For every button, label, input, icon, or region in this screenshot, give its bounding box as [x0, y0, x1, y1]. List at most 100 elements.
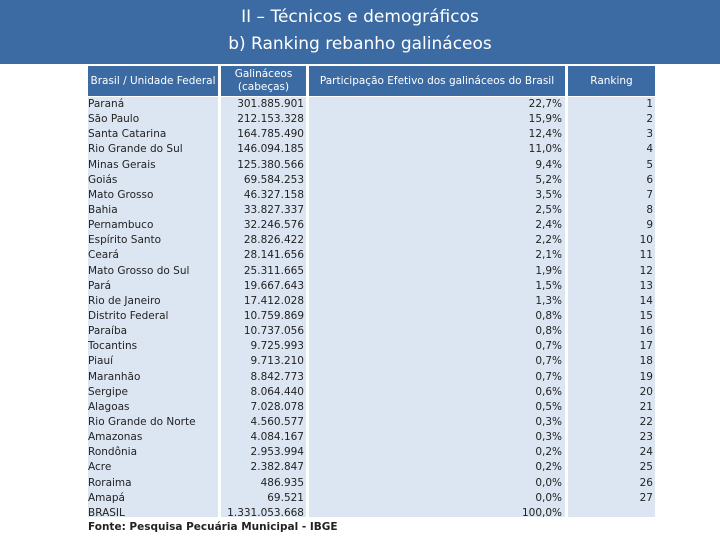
table-row: Minas Gerais 125.380.566 9,4% 5	[0, 158, 720, 173]
cell-rank: 14	[639, 294, 653, 307]
cell-unit: Amapá	[88, 491, 125, 504]
cell-share: 0,8%	[535, 325, 562, 338]
cell-unit: Minas Gerais	[88, 158, 156, 171]
cell-share: 15,9%	[528, 113, 562, 126]
cell-rank: 2	[646, 113, 653, 126]
cell-unit: BRASIL	[88, 506, 125, 519]
table-row: Roraima 486.935 0,0% 26	[0, 476, 720, 491]
cell-share: 0,3%	[535, 431, 562, 444]
cell-share: 1,5%	[535, 279, 562, 292]
cell-rank: 1	[646, 98, 653, 110]
table-row: Piauí 9.713.210 0,7% 18	[0, 354, 720, 369]
table-row: Bahia 33.827.337 2,5% 8	[0, 203, 720, 218]
cell-unit: Acre	[88, 461, 112, 474]
table-row: Goiás 69.584.253 5,2% 6	[0, 173, 720, 188]
cell-count: 2.382.847	[250, 461, 304, 474]
cell-count: 33.827.337	[243, 203, 304, 216]
cell-count: 212.153.328	[237, 113, 304, 126]
header-share: Participação Efetivo dos galináceos do B…	[309, 66, 565, 96]
column-count-bg	[221, 97, 306, 517]
cell-share: 2,2%	[535, 234, 562, 247]
cell-unit: Amazonas	[88, 431, 143, 444]
table-row: Rio Grande do Norte 4.560.577 0,3% 22	[0, 415, 720, 430]
cell-rank: 20	[639, 385, 653, 398]
title-banner	[0, 0, 720, 64]
cell-count: 46.327.158	[243, 188, 304, 201]
table-body: Paraná 301.885.901 22,7% 1 São Paulo 212.153.…	[0, 97, 720, 521]
cell-rank: 22	[639, 415, 653, 428]
header-count: Galináceos (cabeças)	[221, 66, 306, 96]
header-rank: Ranking	[568, 66, 655, 96]
cell-rank: 19	[639, 370, 653, 383]
header-count-line2: (cabeças)	[237, 81, 290, 93]
cell-count: 8.842.773	[250, 370, 304, 383]
column-share-bg	[309, 97, 565, 517]
table-row: Pará 19.667.643 1,5% 13	[0, 279, 720, 294]
table-row: BRASIL 1.331.053.668 100,0%	[0, 506, 720, 521]
cell-unit: Roraima	[88, 476, 132, 489]
cell-rank: 21	[639, 400, 653, 413]
cell-unit: São Paulo	[88, 113, 140, 126]
cell-rank: 17	[639, 340, 653, 353]
cell-unit: Tocantins	[88, 340, 138, 353]
cell-unit: Sergipe	[88, 385, 128, 398]
cell-unit: Mato Grosso	[88, 188, 154, 201]
column-unit-bg	[88, 97, 218, 517]
cell-rank: 15	[639, 309, 653, 322]
table-row: Maranhão 8.842.773 0,7% 19	[0, 370, 720, 385]
cell-rank: 12	[639, 264, 653, 277]
table-row: Amazonas 4.084.167 0,3% 23	[0, 430, 720, 445]
table-row: Sergipe 8.064.440 0,6% 20	[0, 385, 720, 400]
header-unit: Brasil / Unidade Federal	[88, 66, 218, 96]
cell-unit: Rondônia	[88, 446, 137, 459]
page-title: II – Técnicos e demográficos	[241, 7, 479, 27]
cell-share: 9,4%	[535, 158, 562, 171]
cell-count: 164.785.490	[237, 128, 304, 141]
table-row: Espírito Santo 28.826.422 2,2% 10	[0, 233, 720, 248]
cell-unit: Distrito Federal	[88, 309, 169, 322]
cell-count: 125.380.566	[237, 158, 304, 171]
table-row: Mato Grosso do Sul 25.311.665 1,9% 12	[0, 264, 720, 279]
cell-share: 2,5%	[535, 203, 562, 216]
cell-rank: 18	[639, 355, 653, 368]
cell-count: 19.667.643	[243, 279, 304, 292]
source-note: Fonte: Pesquisa Pecuária Municipal - IBG…	[88, 521, 338, 533]
cell-rank: 23	[639, 431, 653, 444]
cell-count: 9.725.993	[250, 340, 304, 353]
cell-count: 69.584.253	[243, 173, 304, 186]
table-row: São Paulo 212.153.328 15,9% 2	[0, 112, 720, 127]
table-row: Paraná 301.885.901 22,7% 1	[0, 97, 720, 112]
column-rank-bg	[568, 97, 655, 517]
header-count-line1: Galináceos	[234, 68, 293, 80]
cell-share: 0,2%	[535, 461, 562, 474]
cell-count: 301.885.901	[237, 98, 304, 110]
cell-share: 1,9%	[535, 264, 562, 277]
cell-unit: Rio de Janeiro	[88, 294, 161, 307]
cell-unit: Ceará	[88, 249, 119, 262]
table-row: Paraíba 10.737.056 0,8% 16	[0, 324, 720, 339]
table-row: Ceará 28.141.656 2,1% 11	[0, 248, 720, 263]
cell-share: 0,2%	[535, 446, 562, 459]
cell-share: 11,0%	[528, 143, 562, 156]
cell-rank: 26	[639, 476, 653, 489]
cell-rank: 8	[646, 203, 653, 216]
cell-unit: Pará	[88, 279, 112, 292]
table-row: Alagoas 7.028.078 0,5% 21	[0, 400, 720, 415]
cell-share: 3,5%	[535, 188, 562, 201]
cell-count: 32.246.576	[243, 219, 304, 232]
cell-share: 0,0%	[535, 491, 562, 504]
page-subtitle: b) Ranking rebanho galináceos	[228, 34, 492, 54]
table-row: Pernambuco 32.246.576 2,4% 9	[0, 218, 720, 233]
cell-rank: 6	[646, 173, 653, 186]
cell-count: 10.737.056	[243, 325, 304, 338]
cell-share: 0,3%	[535, 415, 562, 428]
cell-count: 486.935	[260, 476, 304, 489]
cell-unit: Alagoas	[88, 400, 130, 413]
cell-share: 0,7%	[535, 370, 562, 383]
cell-unit: Maranhão	[88, 370, 141, 383]
cell-share: 0,7%	[535, 355, 562, 368]
cell-count: 10.759.869	[243, 309, 304, 322]
cell-count: 8.064.440	[250, 385, 304, 398]
cell-count: 9.713.210	[250, 355, 304, 368]
cell-rank: 7	[646, 188, 653, 201]
